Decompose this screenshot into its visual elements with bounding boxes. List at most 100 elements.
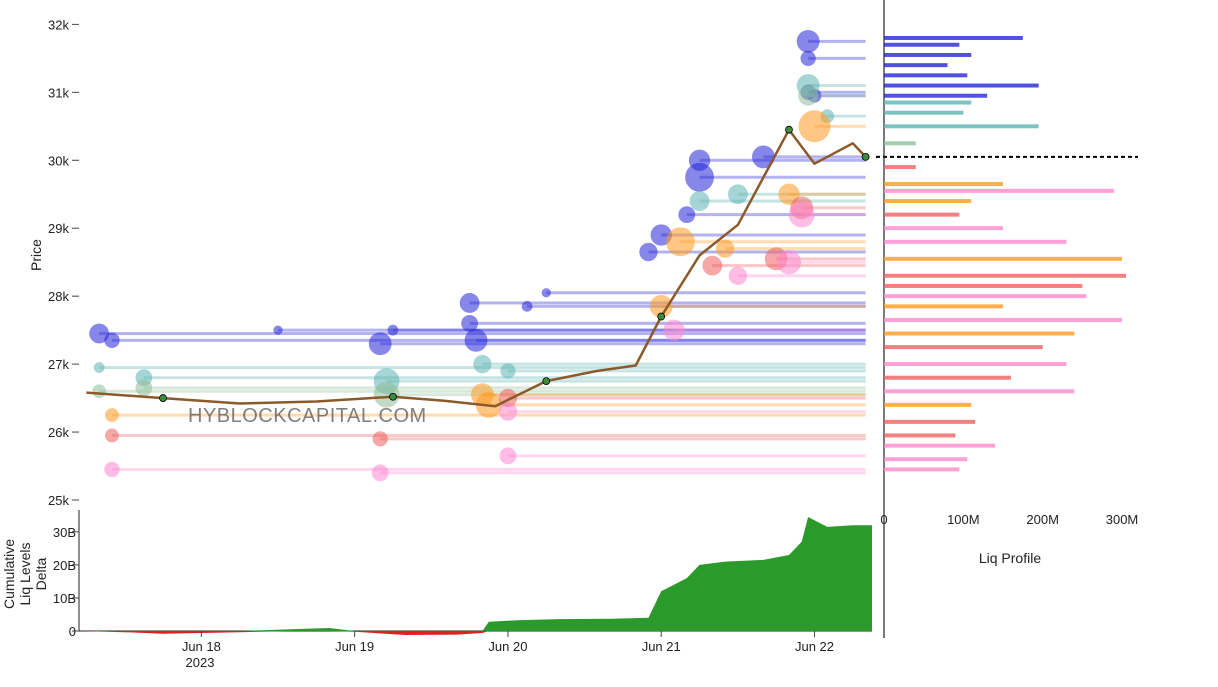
liq-profile-bar [884,345,1043,350]
liq-profile-bar [884,331,1075,336]
liq-profile-bar [884,100,972,105]
liq-level-line [380,471,866,475]
liq-level-bubble [372,431,388,447]
liq-level-bubble [678,206,696,224]
liq-level-line [488,403,866,407]
liq-level-bubble [104,461,120,478]
liq-level-bubble [93,362,105,373]
liq-profile-bar [884,433,956,438]
liq-level-line [680,240,866,244]
liq-level-line [827,114,866,118]
liq-level-line [808,90,866,94]
price-point [785,125,793,134]
liq-level-line [814,124,866,128]
liq-profile-bar [884,362,1067,367]
liq-level-bubble [105,428,119,443]
liq-level-bubble [135,379,153,397]
liq-level-line [788,192,866,196]
liq-level-bubble [798,110,831,143]
price-tick-label: 29k [48,221,69,236]
cumulative-delta-plot: 0 10B 20B 30B Jun 18 Jun 19 Jun 20 Jun 21 Jun 22… [1,510,872,654]
liq-level-line [278,328,866,332]
liq-level-line [808,39,866,43]
liq-level-line [699,158,866,162]
liq-profile-tick-label: 200M [1026,512,1059,527]
liq-level-bubble [92,384,107,399]
liq-level-bubble [541,288,551,298]
liq-level-bubble [689,191,710,211]
liq-profile-bar [884,283,1083,288]
delta-area-positive [80,517,872,631]
price-liquidation-plot: 25k 26k 27k 28k 29k 30k 31k 32k [48,0,1138,638]
x-tick-label: Jun 21 [642,639,681,654]
liq-level-line [111,433,866,437]
delta-area-negative [80,631,872,635]
liq-profile-bar [884,273,1126,278]
liq-level-line [776,257,866,261]
liq-profile-bar [884,199,972,204]
liq-level-line [507,369,866,373]
delta-axis-title-line: Liq Levels [17,542,33,605]
price-point [389,392,397,401]
price-point [657,312,666,321]
liq-level-line [546,291,866,295]
liq-profile-tick-label: 100M [947,512,980,527]
price-tick-label: 25k [48,493,69,508]
liq-level-bubble [387,324,399,336]
liq-profile-bar [884,52,972,57]
liq-profile-bar [884,212,960,217]
liq-level-bubble [702,255,723,276]
liq-level-bubble [639,242,658,262]
liq-level-line [699,175,866,179]
liq-level-line [725,247,866,251]
liq-level-bubble [473,354,492,374]
liq-level-line [801,206,866,210]
liq-level-line [674,328,866,332]
liq-level-line [801,213,866,217]
delta-axis-title: Cumulative Liq Levels Delta [1,539,49,609]
x-tick-label: Jun 18 [182,639,221,654]
liq-level-bubble [273,325,283,335]
liq-level-bubble [461,314,479,332]
delta-axis-title-line: Cumulative [1,539,17,609]
liq-level-line [507,410,866,414]
liq-level-line [814,94,866,98]
liq-profile-plot: 0 100M 200M 300M [880,35,1139,527]
liq-level-line [507,396,866,400]
liq-level-line [648,250,866,254]
price-axis-title: Price [28,239,44,271]
liq-level-line [661,304,866,308]
liq-level-line [476,338,866,342]
liq-level-bubble [368,332,392,356]
liq-profile-bar [884,83,1039,88]
liq-level-bubble [500,363,516,379]
liq-profile-bar [884,467,960,472]
x-tick-label: Jun 22 [795,639,834,654]
liq-profile-bar [884,443,996,448]
liq-level-line [386,379,866,383]
price-point [159,394,167,402]
price-tick-label: 31k [48,85,69,100]
liq-level-bubble [663,319,685,341]
liq-level-line [527,304,866,308]
liq-level-line [380,342,866,346]
price-tick-label: 28k [48,289,69,304]
liq-level-bubble [715,239,735,258]
liq-level-bubble [459,293,480,313]
price-tick-label: 27k [48,357,69,372]
liq-level-line [507,454,866,458]
liq-profile-bar [884,457,968,462]
liq-level-bubble [464,328,488,352]
watermark: HYBLOCKCAPITAL.COM [188,405,427,427]
liq-profile-tick-label: 300M [1106,512,1139,527]
liq-level-line [661,233,866,237]
liq-level-line [482,362,866,366]
liq-level-bubble [727,184,748,205]
liq-profile-bar [884,389,1075,394]
price-point [861,152,870,161]
liq-level-line [763,155,866,159]
liq-level-bubble [373,381,400,408]
liq-level-bubble [728,266,748,285]
liq-profile-bar [884,42,960,47]
delta-axis-title-line: Delta [33,557,49,590]
